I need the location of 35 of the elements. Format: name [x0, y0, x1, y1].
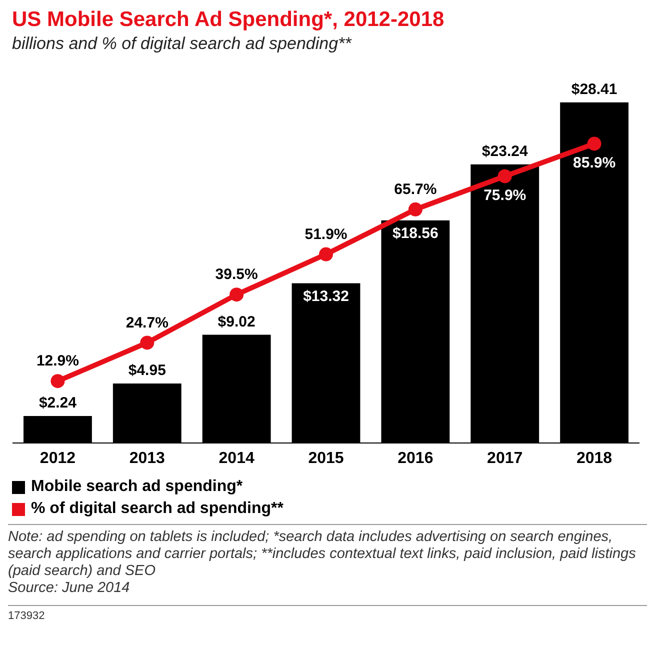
data-label: $13.32 [303, 288, 349, 305]
x-tick-label: 2014 [218, 450, 254, 467]
legend-label: % of digital search ad spending** [31, 500, 284, 518]
point [319, 247, 333, 262]
data-label: $18.56 [392, 225, 438, 242]
legend-label: Mobile search ad spending* [31, 478, 243, 496]
data-label: 39.5% [215, 266, 258, 284]
point [230, 288, 244, 302]
data-label: $9.02 [218, 313, 256, 330]
data-label: 24.7% [126, 314, 168, 332]
point [140, 336, 154, 350]
chart-subtitle: billions and % of digital search ad spending** [12, 34, 353, 54]
source-note: Source: June 2014 [8, 580, 131, 597]
point [50, 374, 65, 388]
data-label: 51.9% [304, 226, 348, 243]
data-label: $4.95 [128, 362, 166, 380]
data-label: 65.7% [394, 181, 437, 198]
chart-title: US Mobile Search Ad Spending*, 2012-2018 [12, 8, 446, 32]
x-tick-label: 2013 [129, 450, 166, 467]
point [408, 202, 422, 216]
text: Note: ad spending on tablets is included; *search data includes advertising on search engines, search applications and carrier portals; **includes contextual text links, paid inclusion, paid listings (paid search) and SEO [8, 529, 637, 580]
data-label: $28.41 [571, 81, 618, 98]
data-label: $23.24 [482, 143, 528, 160]
data-label: 12.9% [36, 352, 79, 370]
x-tick-label: 2018 [576, 450, 612, 467]
x-tick-label: 2016 [398, 450, 434, 467]
text: 173932 [8, 605, 647, 625]
data-label: $2.24 [38, 394, 78, 412]
x-tick-label: 2015 [308, 450, 344, 467]
data-label: 75.9% [484, 186, 526, 204]
data-label: 85.9% [573, 154, 616, 172]
point [498, 169, 512, 184]
point [587, 136, 602, 151]
x-tick-label: 2017 [487, 450, 523, 467]
x-tick-label: 2012 [40, 450, 76, 467]
